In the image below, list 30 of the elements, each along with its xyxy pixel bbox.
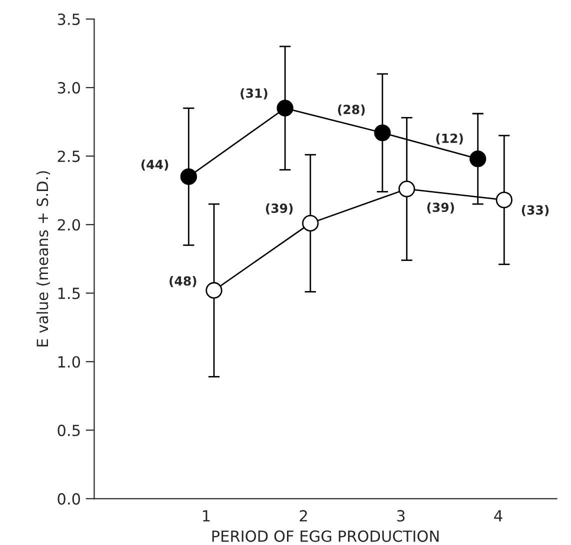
annotation: (31) xyxy=(240,88,268,100)
y-tick-label: 0.0 xyxy=(58,493,80,505)
y-tick-label: 1.5 xyxy=(58,288,80,300)
x-axis-title: PERIOD OF EGG PRODUCTION xyxy=(212,530,439,542)
point xyxy=(276,100,294,116)
annotation: (33) xyxy=(522,205,549,216)
y-tick-label: 2.5 xyxy=(58,150,80,162)
y-tick-label: 1.0 xyxy=(58,356,80,368)
x-tick-label: 3 xyxy=(397,510,405,522)
y-tick-label: 0.5 xyxy=(58,424,80,436)
annotation: (39) xyxy=(427,202,454,214)
y-tick-label: 3.0 xyxy=(58,82,80,94)
y-tick-label: 3.5 xyxy=(58,14,80,26)
point xyxy=(302,214,319,232)
annotation: (28) xyxy=(338,104,365,116)
y-axis-title: E value (means + S.D.) xyxy=(36,171,50,346)
annotation: (48) xyxy=(170,276,196,288)
point xyxy=(398,180,416,198)
annotation: (12) xyxy=(436,133,463,144)
point xyxy=(470,150,486,168)
point xyxy=(206,282,222,299)
x-tick-label: 1 xyxy=(203,510,210,522)
x-tick-label: 2 xyxy=(300,510,307,522)
point xyxy=(374,124,391,142)
annotation: (39) xyxy=(266,203,293,214)
x-tick-label: 4 xyxy=(494,510,502,522)
point xyxy=(180,168,197,185)
annotation: (44) xyxy=(141,160,168,171)
point xyxy=(496,192,512,208)
y-tick-label: 2.0 xyxy=(58,219,80,231)
